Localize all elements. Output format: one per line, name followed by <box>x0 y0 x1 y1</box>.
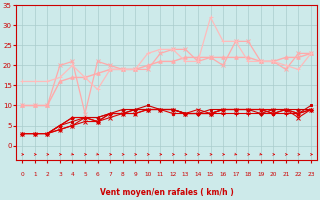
X-axis label: Vent moyen/en rafales ( km/h ): Vent moyen/en rafales ( km/h ) <box>100 188 234 197</box>
